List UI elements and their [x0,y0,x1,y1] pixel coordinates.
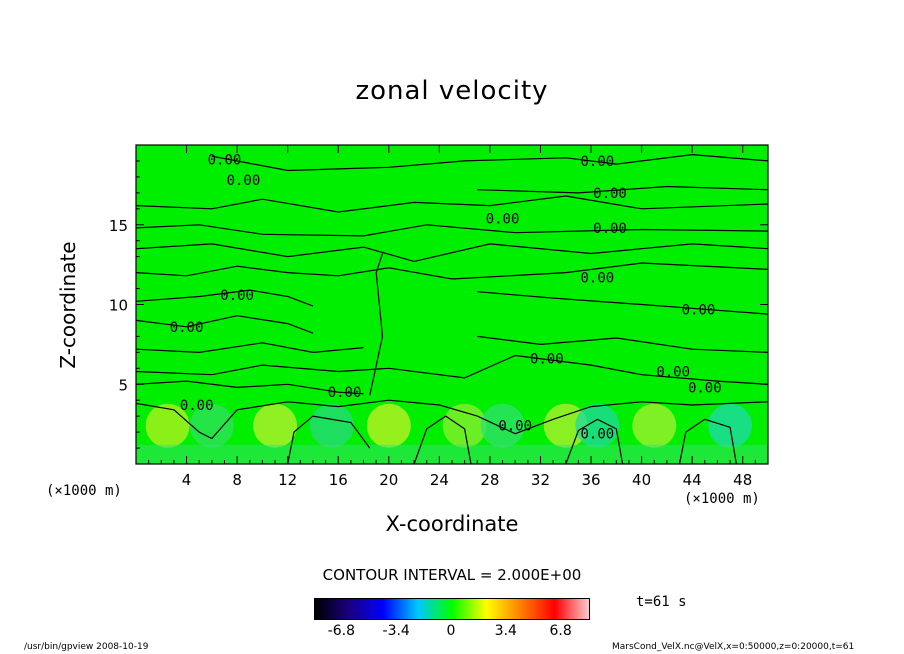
contour-label: 0.00 [498,419,532,435]
x-tick-label: 4 [182,471,192,489]
contour-label: 0.00 [593,221,627,237]
contour-line [477,335,769,353]
contour-label: 0.00 [208,152,242,168]
field-patch [708,403,753,448]
x-tick-label: 8 [232,471,242,489]
contour-interval-text: CONTOUR INTERVAL = 2.000E+00 [322,566,582,584]
colorbar-tick-label: 6.8 [549,623,572,639]
field-patch [366,403,411,448]
colorbar-tick-label: -6.8 [327,623,356,639]
x-tick-label: 40 [632,471,651,489]
field-patch [442,403,487,448]
colorbar [314,598,590,620]
field-patch [543,403,588,448]
field-band-bottom [136,444,768,464]
contour-label: 0.00 [486,211,520,227]
field-patch [189,403,234,448]
x-tick-label: 16 [329,471,348,489]
colorbar-tick-label: 0 [446,623,456,639]
x-tick-label: 36 [581,471,600,489]
contour-line [287,415,371,465]
field-patch [309,403,354,448]
x-tick-label: 24 [430,471,449,489]
x-tick-label: 44 [683,471,702,489]
field-patch [253,403,298,448]
x-tick-label: 32 [531,471,550,489]
x-tick-label: 20 [379,471,398,489]
field-patch [632,403,677,448]
contour-label: 0.00 [227,173,261,189]
contour-line [135,342,364,354]
contour-line [135,195,769,213]
colorbar-tick-label: -3.4 [382,623,410,639]
chart-title: zonal velocity [355,76,549,106]
x-axis-label: X-coordinate [385,512,519,536]
contour-label: 0.00 [220,288,254,304]
x-unit-label-right: (×1000 m) [684,491,760,507]
contour-line [413,415,472,465]
contour-line [135,380,364,395]
contour-label: 0.00 [530,352,564,368]
time-label: t=61 s [636,594,687,610]
colorbar-tick-label: 3.4 [494,623,517,639]
contour-line [477,291,769,315]
contour-line [565,418,624,465]
contour-label: 0.00 [170,320,204,336]
contour-line [135,399,769,440]
contour-label: 0.00 [581,270,615,286]
y-tick-label: 5 [118,376,128,394]
field-patch [575,403,620,448]
contour-label: 0.00 [180,398,214,414]
contour-label: 0.00 [581,154,615,170]
x-tick-label: 28 [480,471,499,489]
contour-label: 0.00 [656,364,690,380]
x-tick-label: 48 [733,471,752,489]
contour-label: 0.00 [688,380,722,396]
contour-label: 0.00 [581,427,615,443]
footer-left: /usr/bin/gpview 2008-10-19 [24,642,149,652]
y-axis-label: Z-coordinate [56,241,80,369]
x-unit-label-left: (×1000 m) [46,483,122,499]
contour-line [135,315,314,334]
footer-right: MarsCond_VelX.nc@VelX,x=0:50000,z=0:2000… [612,642,855,652]
contour-line [135,243,769,263]
contour-line [678,418,737,465]
x-tick-label: 12 [278,471,297,489]
y-tick-label: 15 [109,217,128,235]
y-tick-label: 10 [109,297,128,315]
contour-line [135,289,314,307]
contour-line [135,354,769,385]
contour-line [369,253,384,396]
contour-line [135,262,769,280]
field-patch [480,403,525,448]
contour-label: 0.00 [593,186,627,202]
contour-line [477,185,769,194]
contour-line [135,224,769,237]
contour-label: 0.00 [328,385,362,401]
contour-label: 0.00 [682,302,716,318]
contour-line [211,153,769,172]
